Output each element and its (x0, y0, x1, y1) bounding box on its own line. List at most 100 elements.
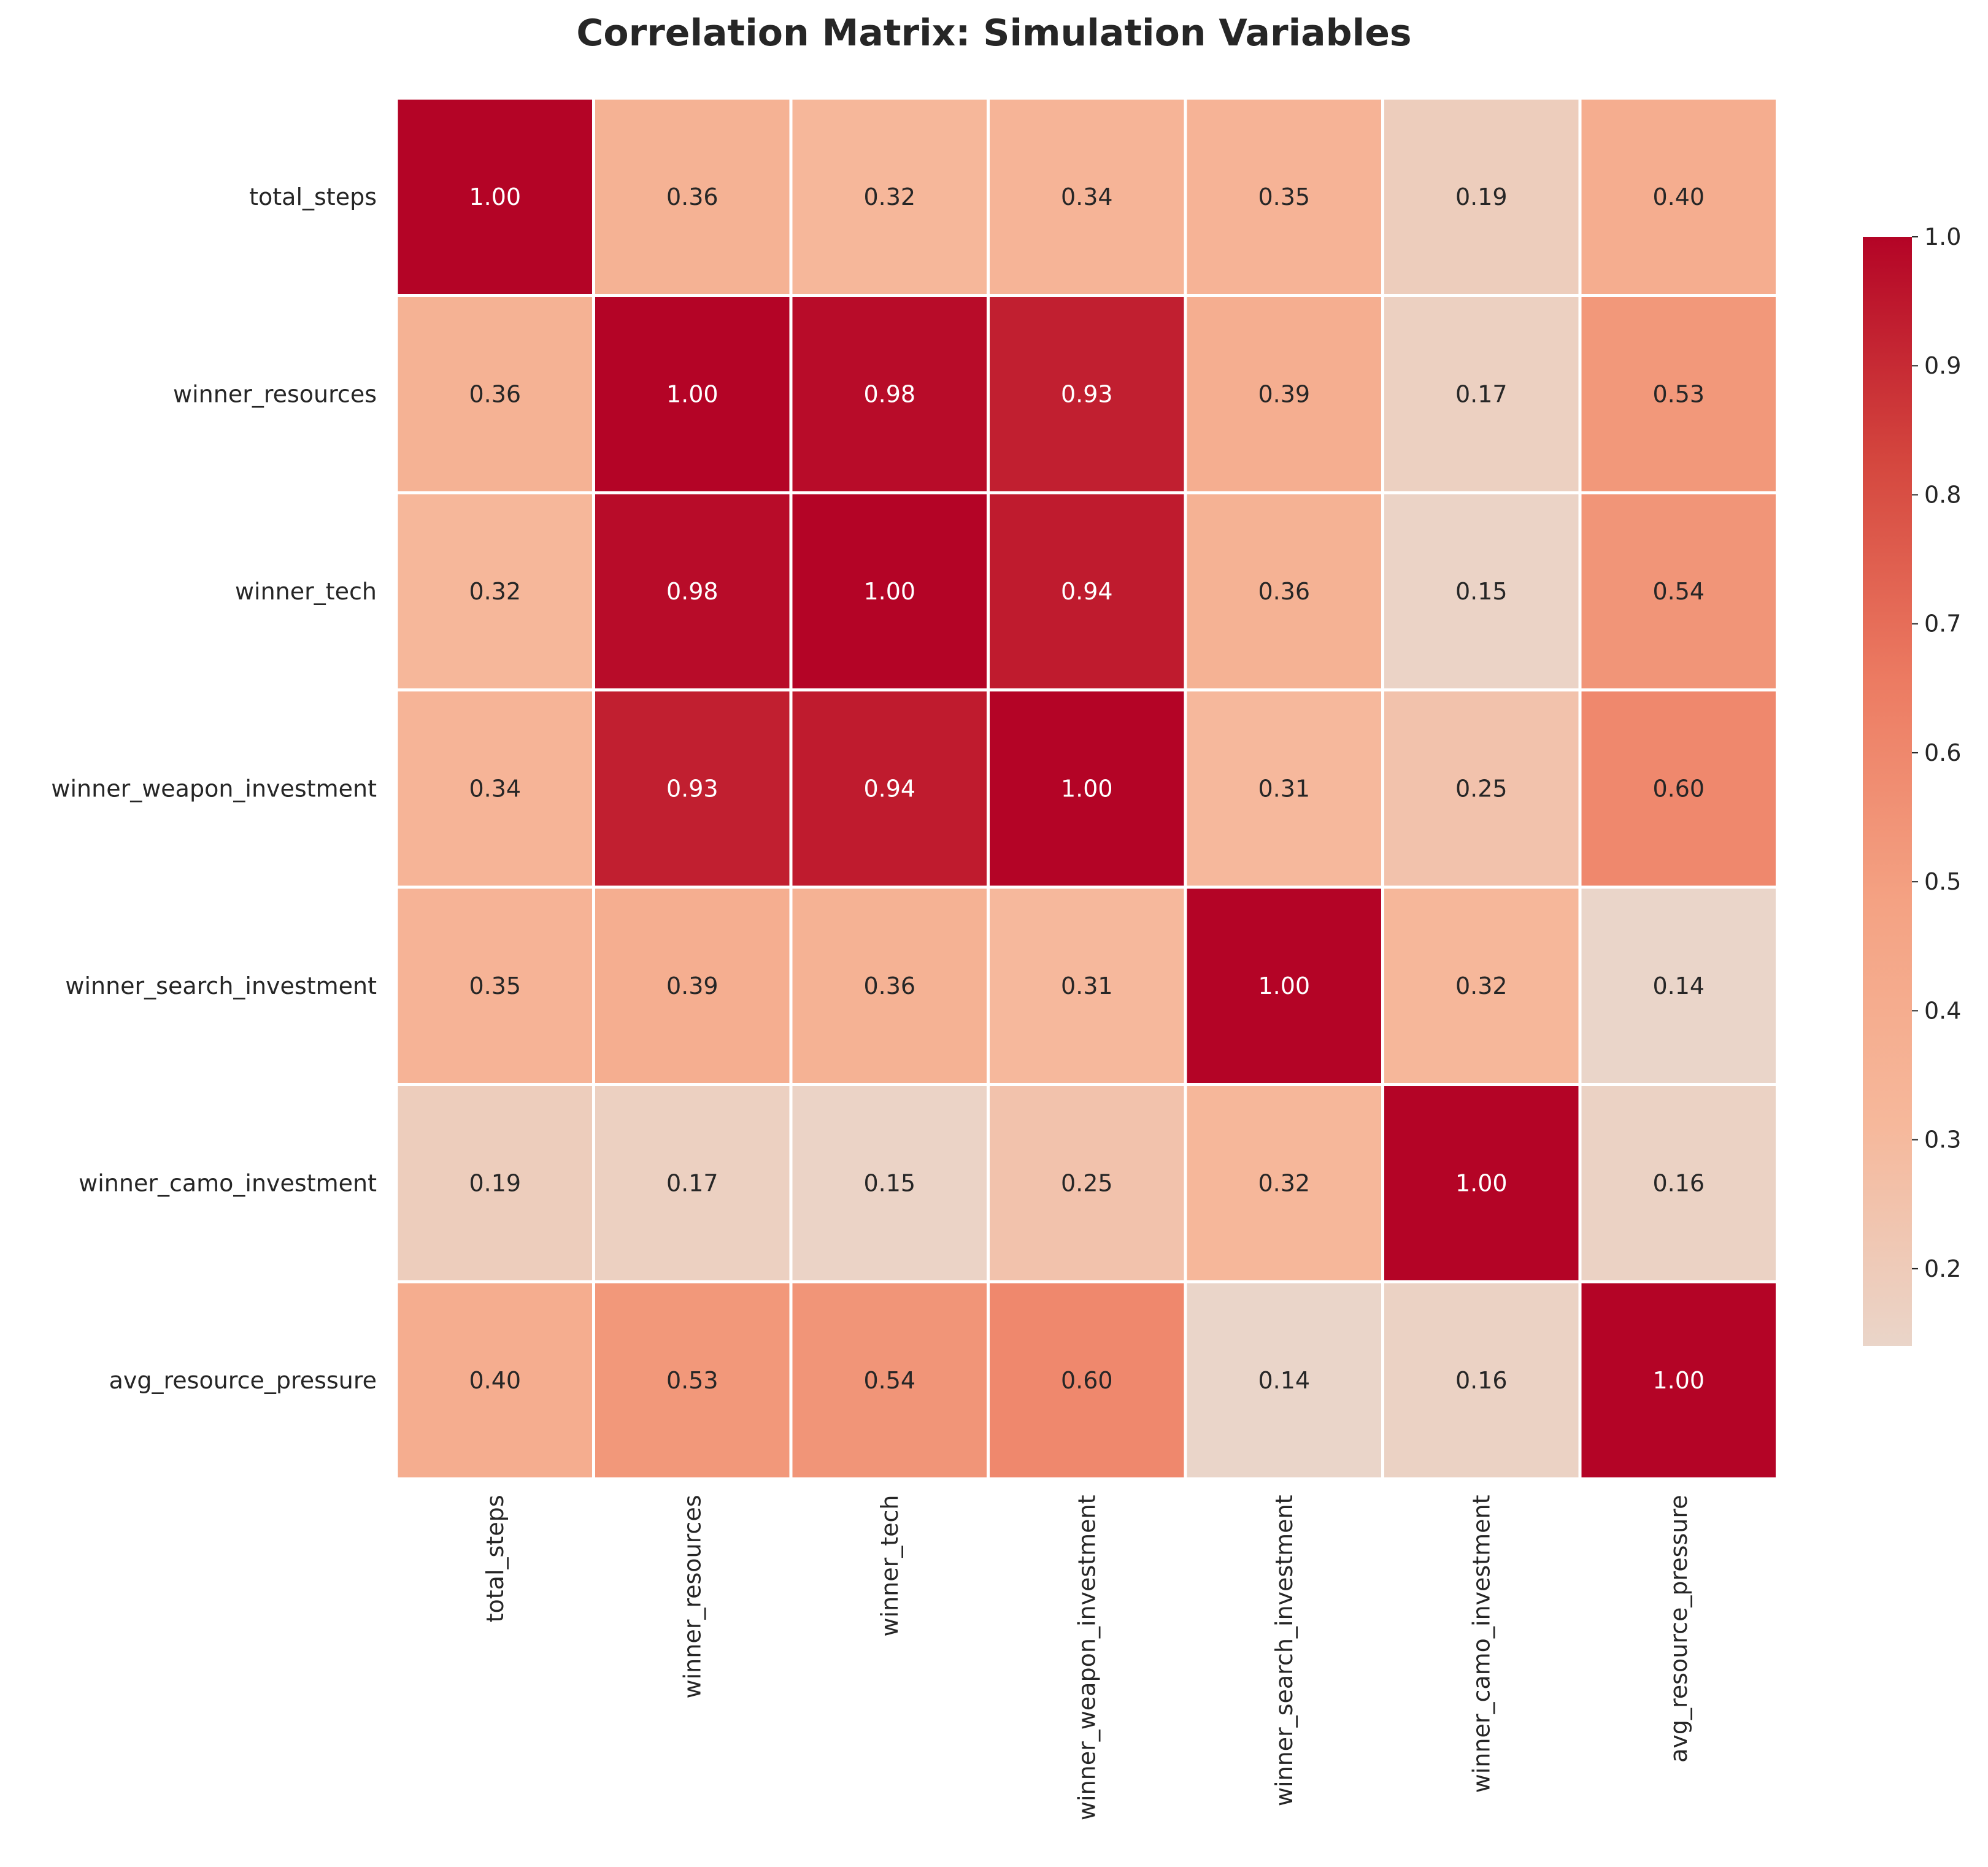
column-label-5: winner_camo_investment (1468, 1495, 1495, 1793)
heatmap-value-label-r2-c3: 0.94 (1061, 578, 1113, 605)
heatmap-cell-r3-c2 (789, 688, 990, 889)
heatmap-value-label-r5-c2: 0.15 (863, 1169, 915, 1196)
colorbar-tick-label-3: 0.5 (1924, 868, 1961, 895)
heatmap-cell-r5-c6 (1578, 1083, 1779, 1284)
heatmap-value-label-r4-c1: 0.39 (666, 972, 719, 999)
colorbar-tick-label-5: 0.7 (1924, 610, 1961, 637)
heatmap-cell-r2-c2 (789, 491, 990, 691)
heatmap-cell-r3-c0 (395, 688, 595, 889)
heatmap-cell-r6-c5 (1381, 1280, 1582, 1480)
heatmap-cell-r1-c0 (395, 294, 595, 495)
heatmap-cell-r5-c0 (395, 1083, 595, 1284)
column-label-4: winner_search_investment (1271, 1495, 1298, 1807)
heatmap-cell-r5-c5 (1381, 1083, 1582, 1284)
heatmap-cell-r5-c2 (789, 1083, 990, 1284)
heatmap-cell-r2-c0 (395, 491, 595, 691)
heatmap-cell-r6-c1 (592, 1280, 793, 1480)
row-label-4: winner_search_investment (65, 972, 377, 999)
heatmap-value-label-r4-c5: 0.32 (1455, 972, 1508, 999)
heatmap-cell-r3-c4 (1184, 688, 1384, 889)
row-label-6: avg_resource_pressure (109, 1367, 377, 1394)
heatmap-value-label-r4-c4: 1.00 (1258, 972, 1310, 999)
heatmap-value-label-r0-c4: 0.35 (1258, 183, 1310, 210)
row-label-5: winner_camo_investment (79, 1169, 377, 1196)
row-label-1: winner_resources (173, 380, 377, 407)
heatmap-value-label-r0-c6: 0.40 (1652, 183, 1705, 210)
column-label-1: winner_resources (679, 1495, 706, 1699)
column-label-2: winner_tech (876, 1495, 903, 1637)
heatmap-value-label-r0-c3: 0.34 (1061, 183, 1113, 210)
heatmap-cell-r6-c2 (789, 1280, 990, 1480)
heatmap-value-label-r5-c3: 0.25 (1061, 1169, 1113, 1196)
colorbar-tick-label-7: 0.9 (1924, 352, 1961, 379)
heatmap-value-label-r3-c3: 1.00 (1061, 775, 1113, 802)
heatmap-cell-r1-c6 (1578, 294, 1779, 495)
heatmap-value-label-r0-c1: 0.36 (666, 183, 719, 210)
heatmap-value-label-r5-c1: 0.17 (666, 1169, 719, 1196)
heatmap-value-label-r4-c0: 0.35 (469, 972, 521, 999)
heatmap-value-label-r1-c1: 1.00 (666, 380, 719, 407)
heatmap-value-label-r2-c0: 0.32 (469, 578, 521, 605)
chart-title: Correlation Matrix: Simulation Variables (576, 12, 1411, 55)
heatmap-value-label-r6-c6: 1.00 (1652, 1367, 1705, 1394)
heatmap-value-label-r1-c5: 0.17 (1455, 380, 1508, 407)
heatmap-value-label-r1-c4: 0.39 (1258, 380, 1310, 407)
heatmap-cell-r5-c3 (987, 1083, 1187, 1284)
heatmap-cell-r2-c3 (987, 491, 1187, 691)
colorbar-tick-label-1: 0.3 (1924, 1126, 1961, 1153)
heatmap-value-label-r6-c4: 0.14 (1258, 1367, 1310, 1394)
heatmap-value-label-r5-c4: 0.32 (1258, 1169, 1310, 1196)
heatmap-cell-r3-c1 (592, 688, 793, 889)
heatmap-cell-r0-c2 (789, 96, 990, 297)
heatmap-value-label-r6-c5: 0.16 (1455, 1367, 1508, 1394)
heatmap-value-label-r2-c1: 0.98 (666, 578, 719, 605)
heatmap-value-label-r4-c3: 0.31 (1061, 972, 1113, 999)
column-label-3: winner_weapon_investment (1073, 1495, 1100, 1821)
heatmap-value-label-r1-c0: 0.36 (469, 380, 521, 407)
heatmap-value-label-r6-c3: 0.60 (1061, 1367, 1113, 1394)
heatmap-value-label-r3-c1: 0.93 (666, 775, 719, 802)
heatmap-value-label-r0-c2: 0.32 (863, 183, 915, 210)
heatmap-cell-r0-c0 (395, 96, 595, 297)
heatmap-cell-r0-c6 (1578, 96, 1779, 297)
heatmap-value-label-r4-c6: 0.14 (1652, 972, 1705, 999)
row-labels: total_steps winner_resources winner_techwi… (51, 183, 377, 1394)
column-label-0: total_steps (482, 1495, 509, 1623)
heatmap-value-label-r6-c2: 0.54 (863, 1367, 915, 1394)
heatmap-cell-r6-c3 (987, 1280, 1187, 1480)
heatmap-value-label-r2-c5: 0.15 (1455, 578, 1508, 605)
heatmap-value-label-r1-c6: 0.53 (1652, 380, 1705, 407)
heatmap-cell-r0-c1 (592, 96, 793, 297)
heatmap-value-label-r0-c5: 0.19 (1455, 183, 1508, 210)
heatmap-cell-r2-c4 (1184, 491, 1384, 691)
heatmap-value-label-r3-c6: 0.60 (1652, 775, 1705, 802)
heatmap-cell-r3-c3 (987, 688, 1187, 889)
heatmap-cell-r4-c1 (592, 885, 793, 1086)
heatmap-cell-r1-c1 (592, 294, 793, 495)
heatmap-value-label-r3-c5: 0.25 (1455, 775, 1508, 802)
heatmap-cell-r3-c6 (1578, 688, 1779, 889)
heatmap-value-label-r1-c3: 0.93 (1061, 380, 1113, 407)
heatmap-value-label-r1-c2: 0.98 (863, 380, 915, 407)
heatmap-value-label-r5-c6: 0.16 (1652, 1169, 1705, 1196)
heatmap-value-label-r3-c4: 0.31 (1258, 775, 1310, 802)
heatmap-value-label-r3-c0: 0.34 (469, 775, 521, 802)
row-label-3: winner_weapon_investment (51, 775, 377, 802)
heatmap-value-label-r0-c0: 1.00 (469, 183, 521, 210)
colorbar-tick-label-2: 0.4 (1924, 997, 1961, 1024)
heatmap-cell-r1-c5 (1381, 294, 1582, 495)
heatmap-value-label-r4-c2: 0.36 (863, 972, 915, 999)
heatmap-cell-r6-c0 (395, 1280, 595, 1480)
heatmap-cell-r1-c4 (1184, 294, 1384, 495)
colorbar: 0.2 0.3 0.4 0.5 0.6 0.7 0.8 0.9 1.0 (1863, 223, 1961, 1346)
heatmap-cell-r4-c6 (1578, 885, 1779, 1086)
heatmap-value-label-r2-c2: 1.00 (863, 578, 915, 605)
colorbar-gradient (1863, 237, 1912, 1346)
heatmap-cells: 1.00 0.36 0.32 0.34 0.35 0.19 0.40 0.36 1.00 0.98… (395, 96, 1779, 1480)
heatmap-cell-r6-c6 (1578, 1280, 1779, 1480)
heatmap-cell-r6-c4 (1184, 1280, 1384, 1480)
heatmap-value-label-r2-c6: 0.54 (1652, 578, 1705, 605)
heatmap-value-label-r5-c5: 1.00 (1455, 1169, 1508, 1196)
row-label-2: winner_tech (235, 578, 377, 605)
